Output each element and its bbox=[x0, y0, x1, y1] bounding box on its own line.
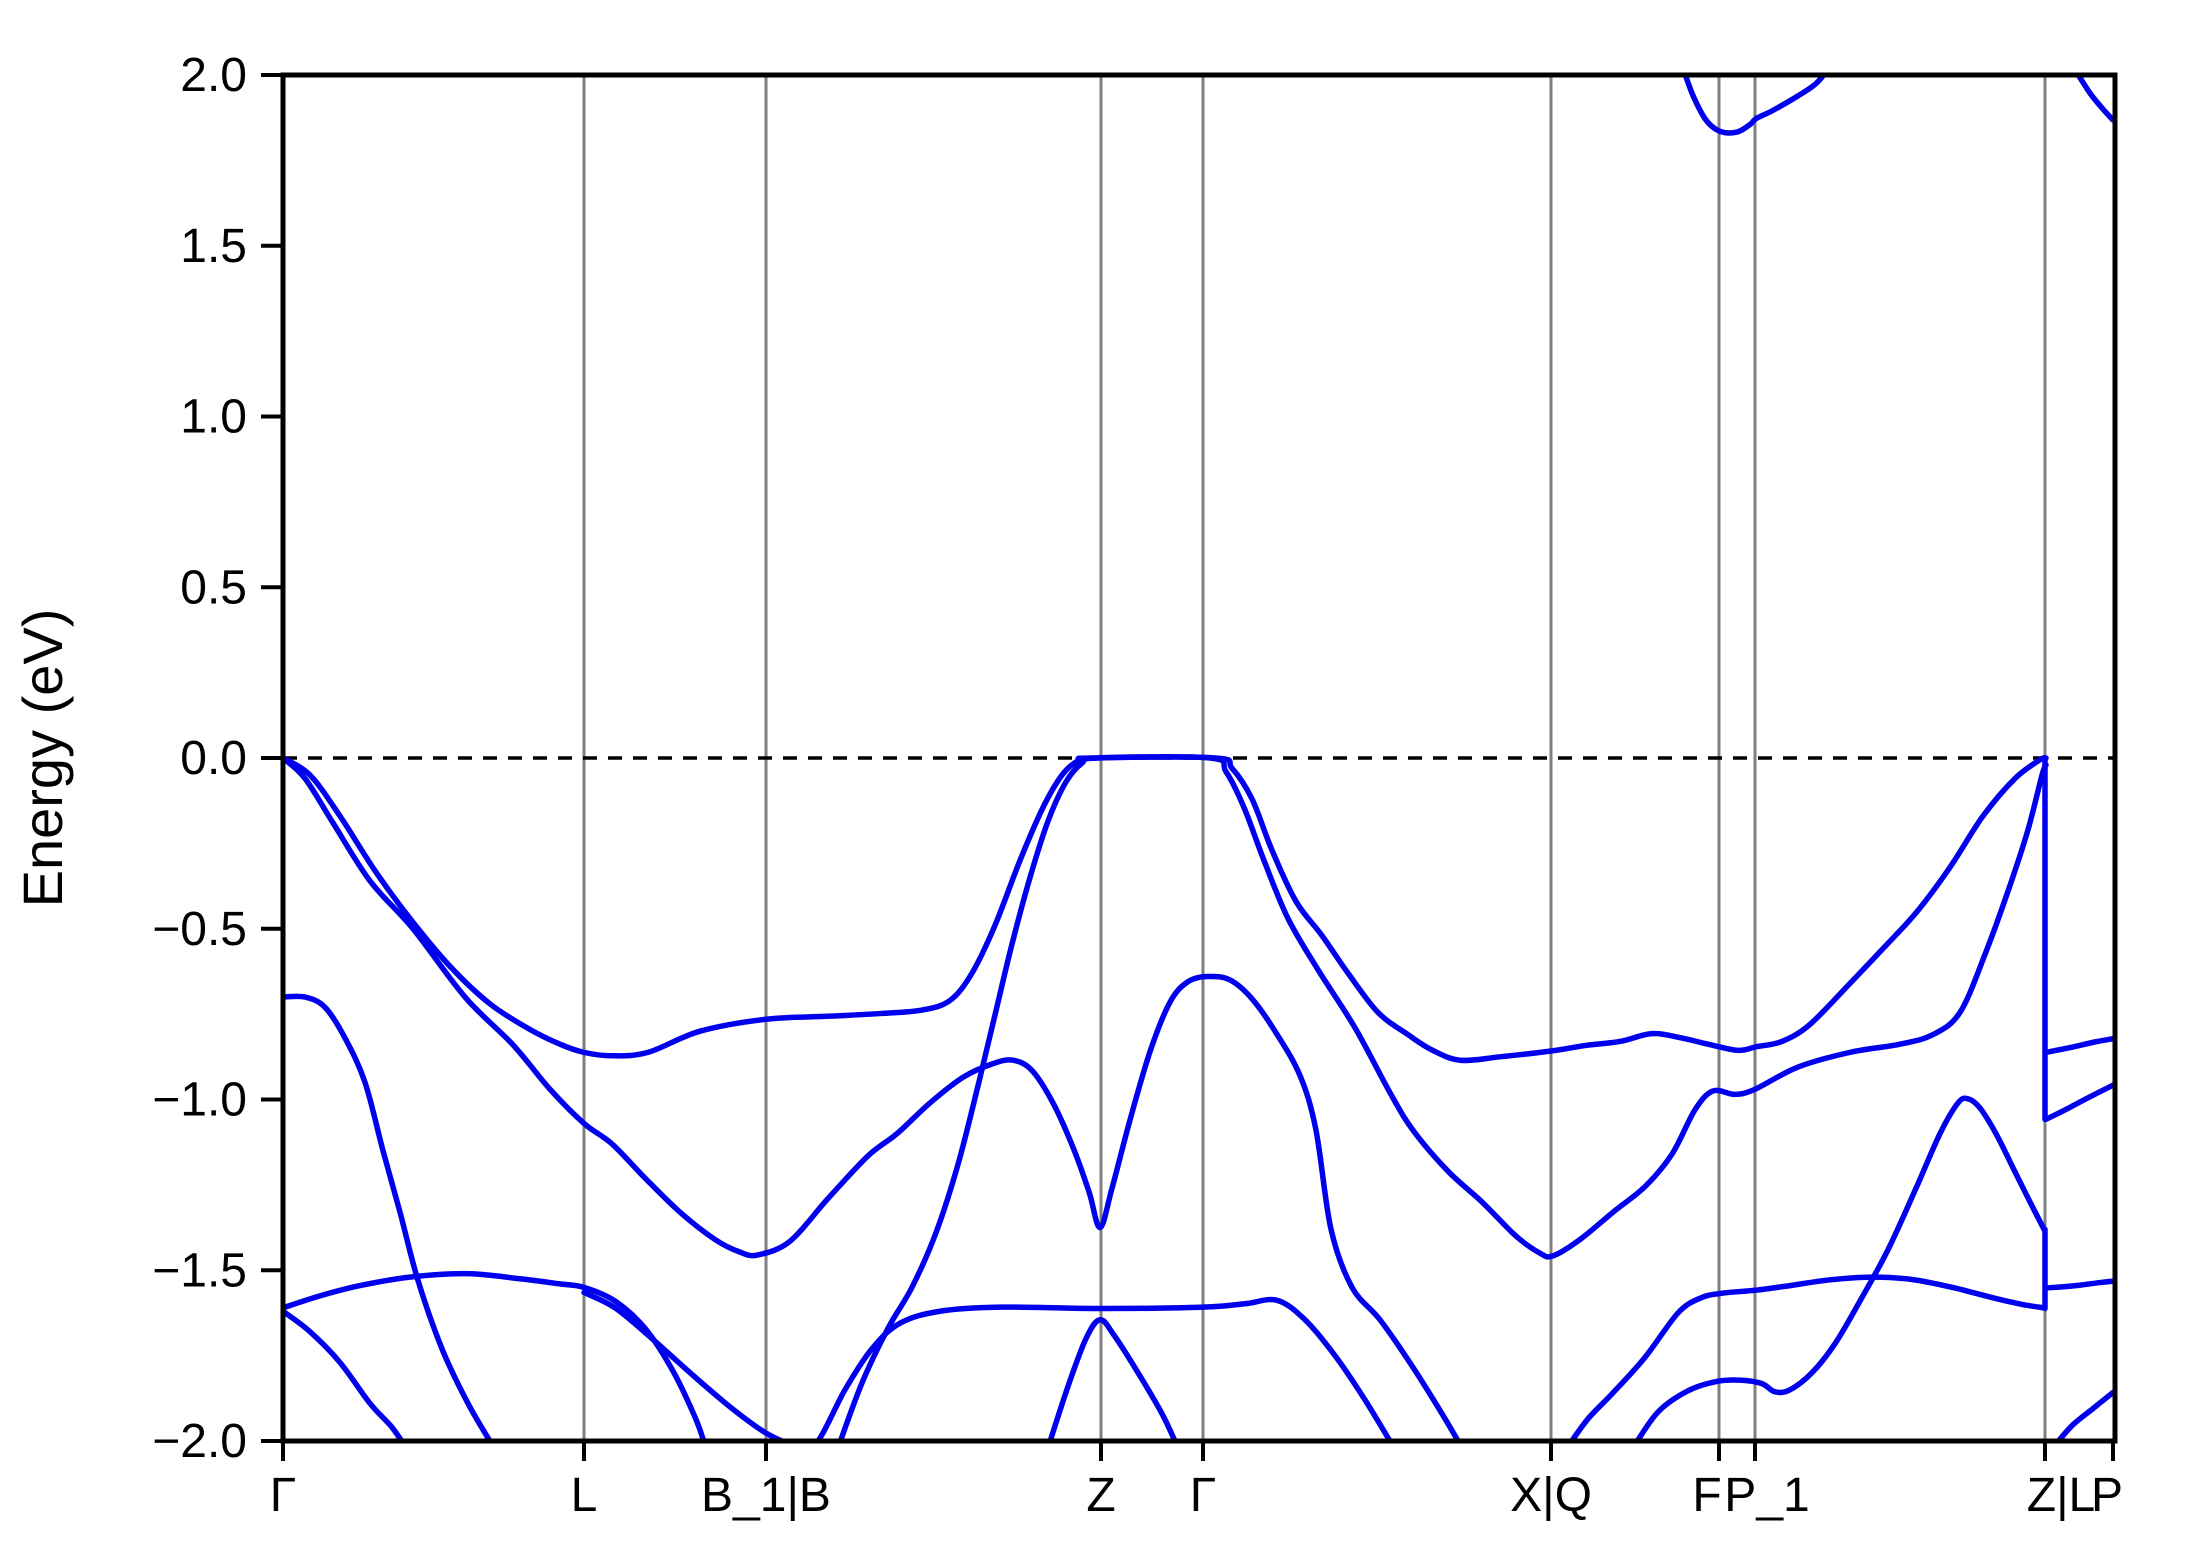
band-valence-steep-to-zero bbox=[837, 754, 2049, 1441]
band-valence-tent-under-z bbox=[1047, 1317, 1178, 1441]
kpoint-label: P bbox=[2091, 1469, 2123, 1522]
band-valence-deep-gamma-b bbox=[283, 1270, 707, 1441]
y-axis-ticks: 2.0 1.5 1.0 0.5 0.0 −0.5 −1.0 −1.5 −2.0 bbox=[152, 49, 283, 1468]
y-axis-label: Energy (eV) bbox=[11, 609, 74, 908]
kpoint-label: P_1 bbox=[1724, 1469, 1809, 1522]
band-valence-top-band bbox=[283, 754, 2049, 1064]
y-tick-label: −0.5 bbox=[152, 903, 247, 956]
band-valence-flat-deep-band bbox=[581, 1289, 1394, 1441]
band-valence-flat-right-band bbox=[1568, 1274, 2047, 1441]
kpoint-label: F bbox=[1692, 1469, 1721, 1522]
kpoint-label: Γ bbox=[1190, 1469, 1216, 1522]
y-tick-label: −1.5 bbox=[152, 1244, 247, 1297]
y-tick-label: −1.0 bbox=[152, 1074, 247, 1127]
y-tick-label: 1.0 bbox=[180, 391, 247, 444]
x-axis-ticks: Γ L B_1|B Z Γ X|Q F P_1 Z|LP bbox=[270, 1441, 2123, 1522]
y-tick-label: 0.0 bbox=[180, 732, 247, 785]
band-valence-hump-band bbox=[283, 755, 1462, 1441]
band-valence-deep-gamma-a bbox=[283, 1308, 405, 1441]
y-tick-label: 2.0 bbox=[180, 49, 247, 102]
y-tick-label: 1.5 bbox=[180, 220, 247, 273]
kpoint-label: L bbox=[571, 1469, 598, 1522]
band-lp-segment-band-2 bbox=[2043, 1082, 2115, 1123]
kpoint-label: Z bbox=[1086, 1469, 1115, 1522]
band-conduction-dip-f-p1 bbox=[1682, 75, 1828, 136]
band-valence-mid-gamma bbox=[283, 993, 494, 1441]
band-lines bbox=[283, 75, 2115, 1441]
band-valence-riser-right-band bbox=[1634, 1095, 2047, 1441]
y-tick-label: 0.5 bbox=[180, 561, 247, 614]
kpoint-label: B_1|B bbox=[701, 1469, 831, 1522]
band-lp-segment-band-4 bbox=[2055, 1389, 2115, 1441]
y-tick-label: −2.0 bbox=[152, 1415, 247, 1468]
band-lp-segment-band-3 bbox=[2043, 1278, 2115, 1291]
band-lp-segment-band-1 bbox=[2043, 1035, 2115, 1056]
kpoint-label: Z|L bbox=[2027, 1469, 2095, 1522]
kpoint-label: X|Q bbox=[1510, 1469, 1592, 1522]
band-conduction-corner-right bbox=[2075, 75, 2115, 123]
kpoint-label: Γ bbox=[270, 1469, 296, 1522]
